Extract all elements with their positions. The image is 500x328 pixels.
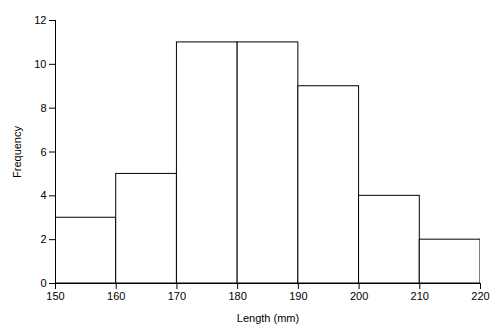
svg-text:6: 6 bbox=[40, 146, 46, 158]
svg-text:Length (mm): Length (mm) bbox=[237, 312, 299, 324]
svg-text:10: 10 bbox=[34, 58, 46, 70]
svg-text:Frequency: Frequency bbox=[11, 126, 23, 178]
svg-text:160: 160 bbox=[107, 290, 125, 302]
svg-text:170: 170 bbox=[168, 290, 186, 302]
svg-text:8: 8 bbox=[40, 102, 46, 114]
svg-text:0: 0 bbox=[40, 277, 46, 289]
svg-text:220: 220 bbox=[471, 290, 489, 302]
svg-text:210: 210 bbox=[411, 290, 429, 302]
svg-text:190: 190 bbox=[289, 290, 307, 302]
svg-text:2: 2 bbox=[40, 233, 46, 245]
svg-text:180: 180 bbox=[228, 290, 246, 302]
svg-text:200: 200 bbox=[350, 290, 368, 302]
svg-text:4: 4 bbox=[40, 189, 46, 201]
svg-text:12: 12 bbox=[34, 14, 46, 26]
svg-text:150: 150 bbox=[46, 290, 64, 302]
